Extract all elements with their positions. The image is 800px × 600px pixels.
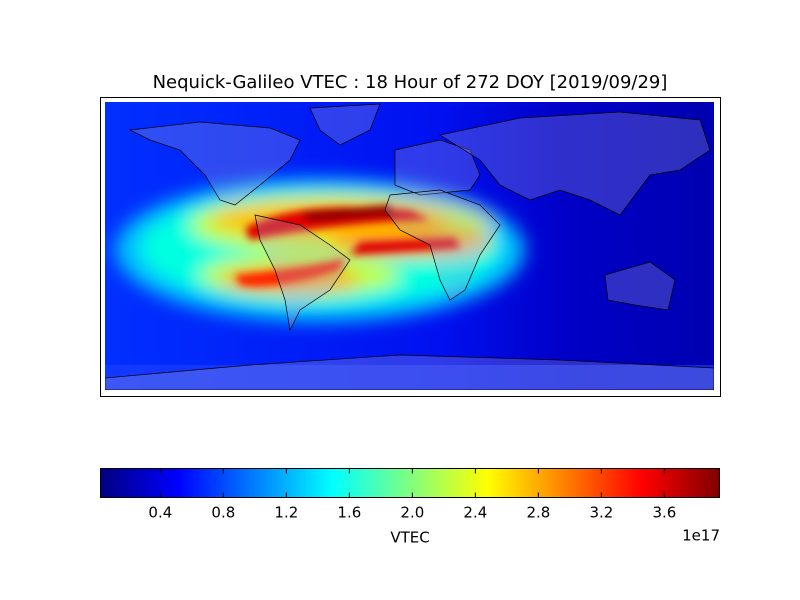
colorbar <box>100 468 720 498</box>
colorbar-tick-label: 3.2 <box>589 504 613 522</box>
colorbar-tick-label: 0.8 <box>211 504 235 522</box>
colorbar-tick-label: 2.8 <box>526 504 550 522</box>
colorbar-tick-label: 3.6 <box>652 504 676 522</box>
colorbar-tick-label: 2.4 <box>463 504 487 522</box>
coastlines <box>105 103 714 390</box>
colorbar-offset: 1e17 <box>682 527 720 545</box>
colorbar-tick-label: 2.0 <box>400 504 424 522</box>
colorbar-tick-label: 0.4 <box>148 504 172 522</box>
map-title: Nequick-Galileo VTEC : 18 Hour of 272 DO… <box>153 72 668 93</box>
colorbar-tick-label: 1.2 <box>274 504 298 522</box>
vtec-field <box>105 102 714 390</box>
colorbar-label: VTEC <box>390 529 429 547</box>
colorbar-tick-label: 1.6 <box>337 504 361 522</box>
